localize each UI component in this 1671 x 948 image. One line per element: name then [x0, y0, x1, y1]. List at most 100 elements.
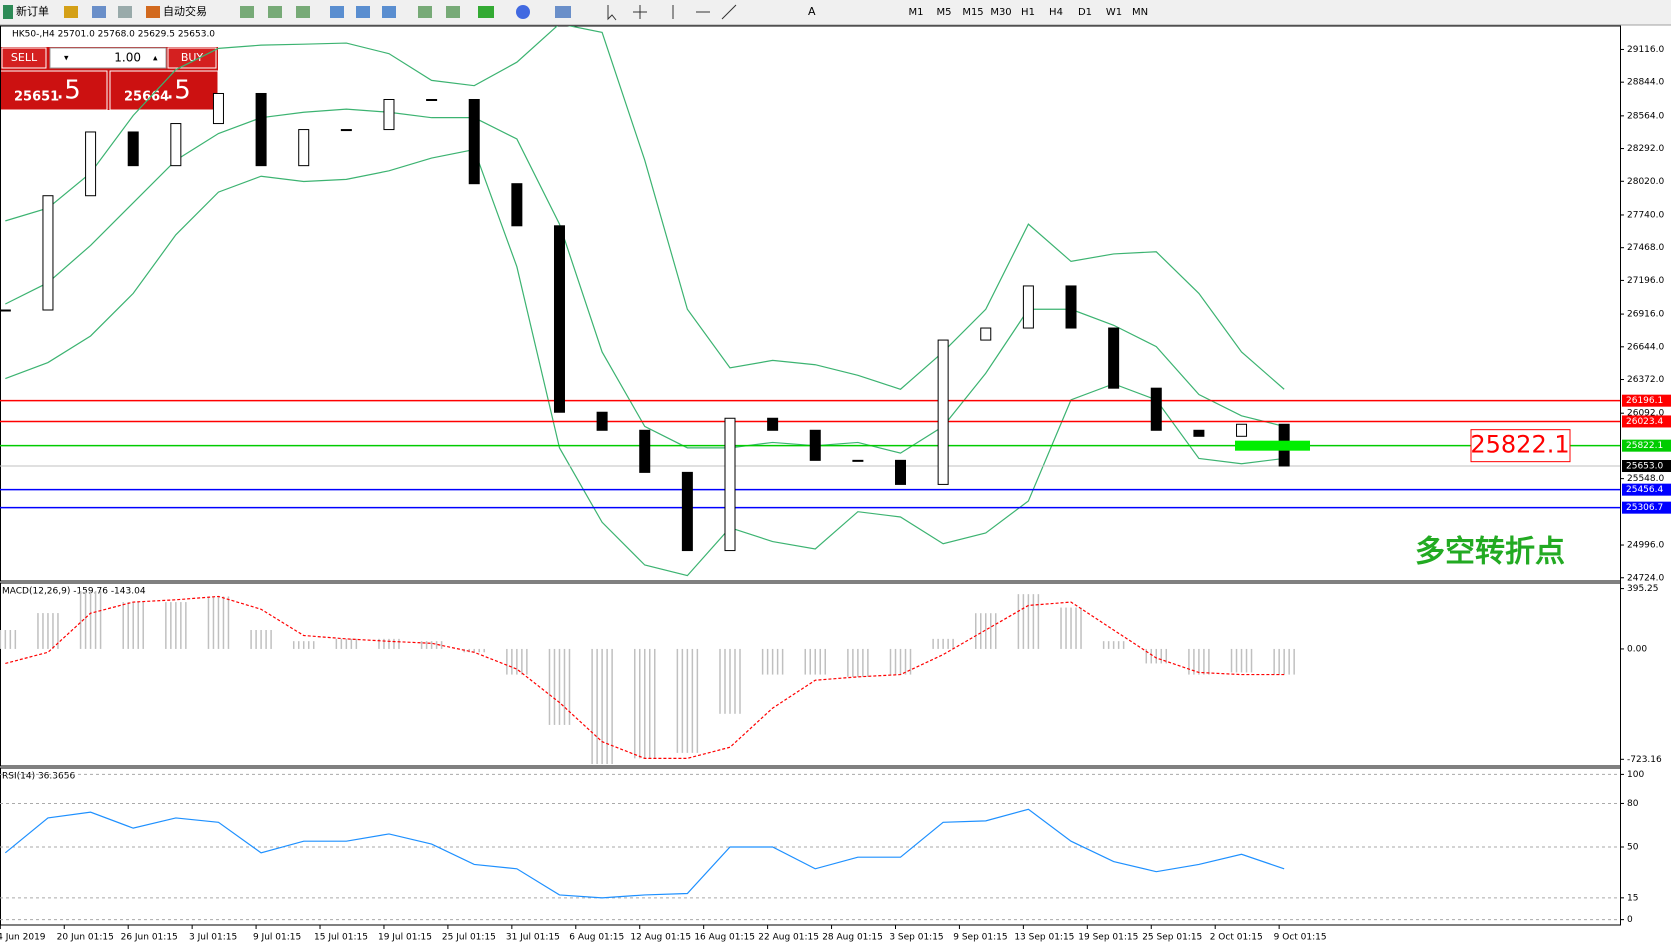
toolbar: 新订单 自动交易 A: [3, 4, 816, 21]
x-tick-label: 3 Jul 01:15: [189, 933, 237, 943]
y-tick-label: 0: [1627, 915, 1633, 925]
crosshair-icon[interactable]: [633, 5, 647, 19]
x-tick-label: 16 Aug 01:15: [694, 933, 755, 943]
level-tag: [1622, 483, 1671, 496]
candle: [1065, 285, 1077, 329]
sell-price[interactable]: 25651: [14, 90, 59, 105]
y-tick-label: 15: [1627, 893, 1638, 903]
y-tick-label: 26644.0: [1627, 342, 1664, 352]
auto-trade[interactable]: 自动交易: [163, 4, 207, 18]
timeframe-button[interactable]: M15: [962, 7, 983, 18]
timeframe-button[interactable]: M30: [990, 7, 1011, 18]
candle: [1108, 327, 1120, 389]
panel-border: [0, 25, 1621, 582]
tool-icon[interactable]: [330, 6, 344, 18]
panel-title: RSI(14) 36.3656: [2, 772, 75, 782]
y-tick-label: 26372.0: [1627, 375, 1664, 385]
buy-button[interactable]: [167, 47, 217, 69]
tool-icon[interactable]: [446, 6, 460, 18]
new-order-icon[interactable]: [3, 5, 13, 19]
tool-icon[interactable]: [478, 6, 494, 18]
x-tick-label: 15 Jul 01:15: [314, 933, 368, 943]
tool-icon[interactable]: [296, 6, 310, 18]
tool-icon[interactable]: [64, 6, 78, 18]
candle: [767, 417, 779, 431]
draw-icons[interactable]: [672, 4, 737, 20]
candle: [340, 129, 352, 132]
tool-icon[interactable]: [516, 5, 530, 19]
timeframes: M1 M5 M15 M30 H1 H4 D1 W1 MN: [909, 7, 1149, 18]
lot-value[interactable]: 1.00: [114, 51, 141, 65]
y-tick-label: 24996.0: [1627, 541, 1664, 551]
bollinger-upper: [5, 26, 1285, 390]
buy-price-frac[interactable]: .5: [166, 76, 191, 106]
y-tick-label: 100: [1627, 770, 1644, 780]
tool-icon[interactable]: [240, 6, 254, 18]
x-tick-label: 6 Aug 01:15: [569, 933, 624, 943]
lot-down[interactable]: ▾: [64, 54, 69, 64]
sell-price-frac[interactable]: .5: [56, 76, 81, 106]
buy-label[interactable]: BUY: [181, 51, 204, 64]
candle: [298, 129, 310, 167]
level-tag: [1622, 501, 1671, 514]
timeframe-button[interactable]: MN: [1132, 7, 1148, 18]
x-tick-label: 9 Oct 01:15: [1274, 933, 1327, 943]
candle: [170, 123, 182, 167]
plot: [0, 590, 1295, 765]
x-tick-label: 25 Sep 01:15: [1142, 933, 1202, 943]
sell-label[interactable]: SELL: [11, 51, 38, 64]
tool-icon[interactable]: [92, 6, 106, 18]
plot: [4, 808, 1285, 899]
tool-icon[interactable]: [118, 6, 132, 18]
y-tick-label: 28844.0: [1627, 78, 1664, 88]
x-tick-label: 3 Sep 01:15: [889, 933, 943, 943]
signal-line: [5, 595, 1285, 759]
timeframe-button[interactable]: W1: [1106, 7, 1122, 18]
timeframe-button[interactable]: M1: [909, 7, 924, 18]
x-tick-label: 13 Sep 01:15: [1014, 933, 1074, 943]
sell-price-box[interactable]: [0, 70, 108, 111]
tool-icon[interactable]: [418, 6, 432, 18]
y-tick-label: 28292.0: [1627, 144, 1664, 154]
candle: [212, 92, 224, 125]
x-tick-label: 19 Jul 01:15: [378, 933, 432, 943]
plot: [0, 26, 1620, 577]
tool-icon[interactable]: [268, 6, 282, 18]
rsi-line: [4, 808, 1285, 899]
x-tick-label: 22 Aug 01:15: [758, 933, 819, 943]
y-tick-label: 28020.0: [1627, 177, 1664, 187]
buy-price-box[interactable]: [109, 70, 219, 111]
timeframe-button[interactable]: D1: [1078, 7, 1092, 18]
level-label: 26196.1: [1626, 396, 1663, 406]
callout-box: [1470, 429, 1571, 463]
cursor-icon[interactable]: [607, 5, 617, 21]
text-icon[interactable]: A: [808, 5, 816, 18]
candle: [639, 429, 651, 473]
tool-icon[interactable]: [356, 6, 370, 18]
buy-price[interactable]: 25664: [124, 90, 169, 105]
candle: [127, 131, 139, 167]
candle: [681, 471, 693, 552]
timeframe-button[interactable]: M5: [937, 7, 952, 18]
x-tick-label: 20 Jun 01:15: [57, 933, 114, 943]
candle: [0, 309, 11, 312]
level-label: 25822.1: [1626, 441, 1663, 451]
timeframe-button[interactable]: H1: [1021, 7, 1035, 18]
y-tick-label: 50: [1627, 843, 1639, 853]
auto-trade-icon[interactable]: [146, 6, 160, 18]
sell-button[interactable]: [1, 47, 47, 69]
x-tick-label: 19 Sep 01:15: [1078, 933, 1138, 943]
candle: [724, 417, 736, 552]
timeframe-button[interactable]: H4: [1049, 7, 1063, 18]
x-tick-label: 4 Jun 2019: [0, 933, 46, 943]
tool-icon[interactable]: [382, 6, 396, 18]
level-tag: [1622, 394, 1671, 407]
level-tag: [1622, 439, 1671, 452]
new-order[interactable]: 新订单: [16, 4, 49, 18]
lot-input[interactable]: [49, 47, 167, 69]
candle: [809, 429, 821, 461]
level-label: 25456.4: [1626, 485, 1663, 495]
tool-icon[interactable]: [555, 6, 571, 18]
lot-up[interactable]: ▴: [153, 54, 158, 64]
